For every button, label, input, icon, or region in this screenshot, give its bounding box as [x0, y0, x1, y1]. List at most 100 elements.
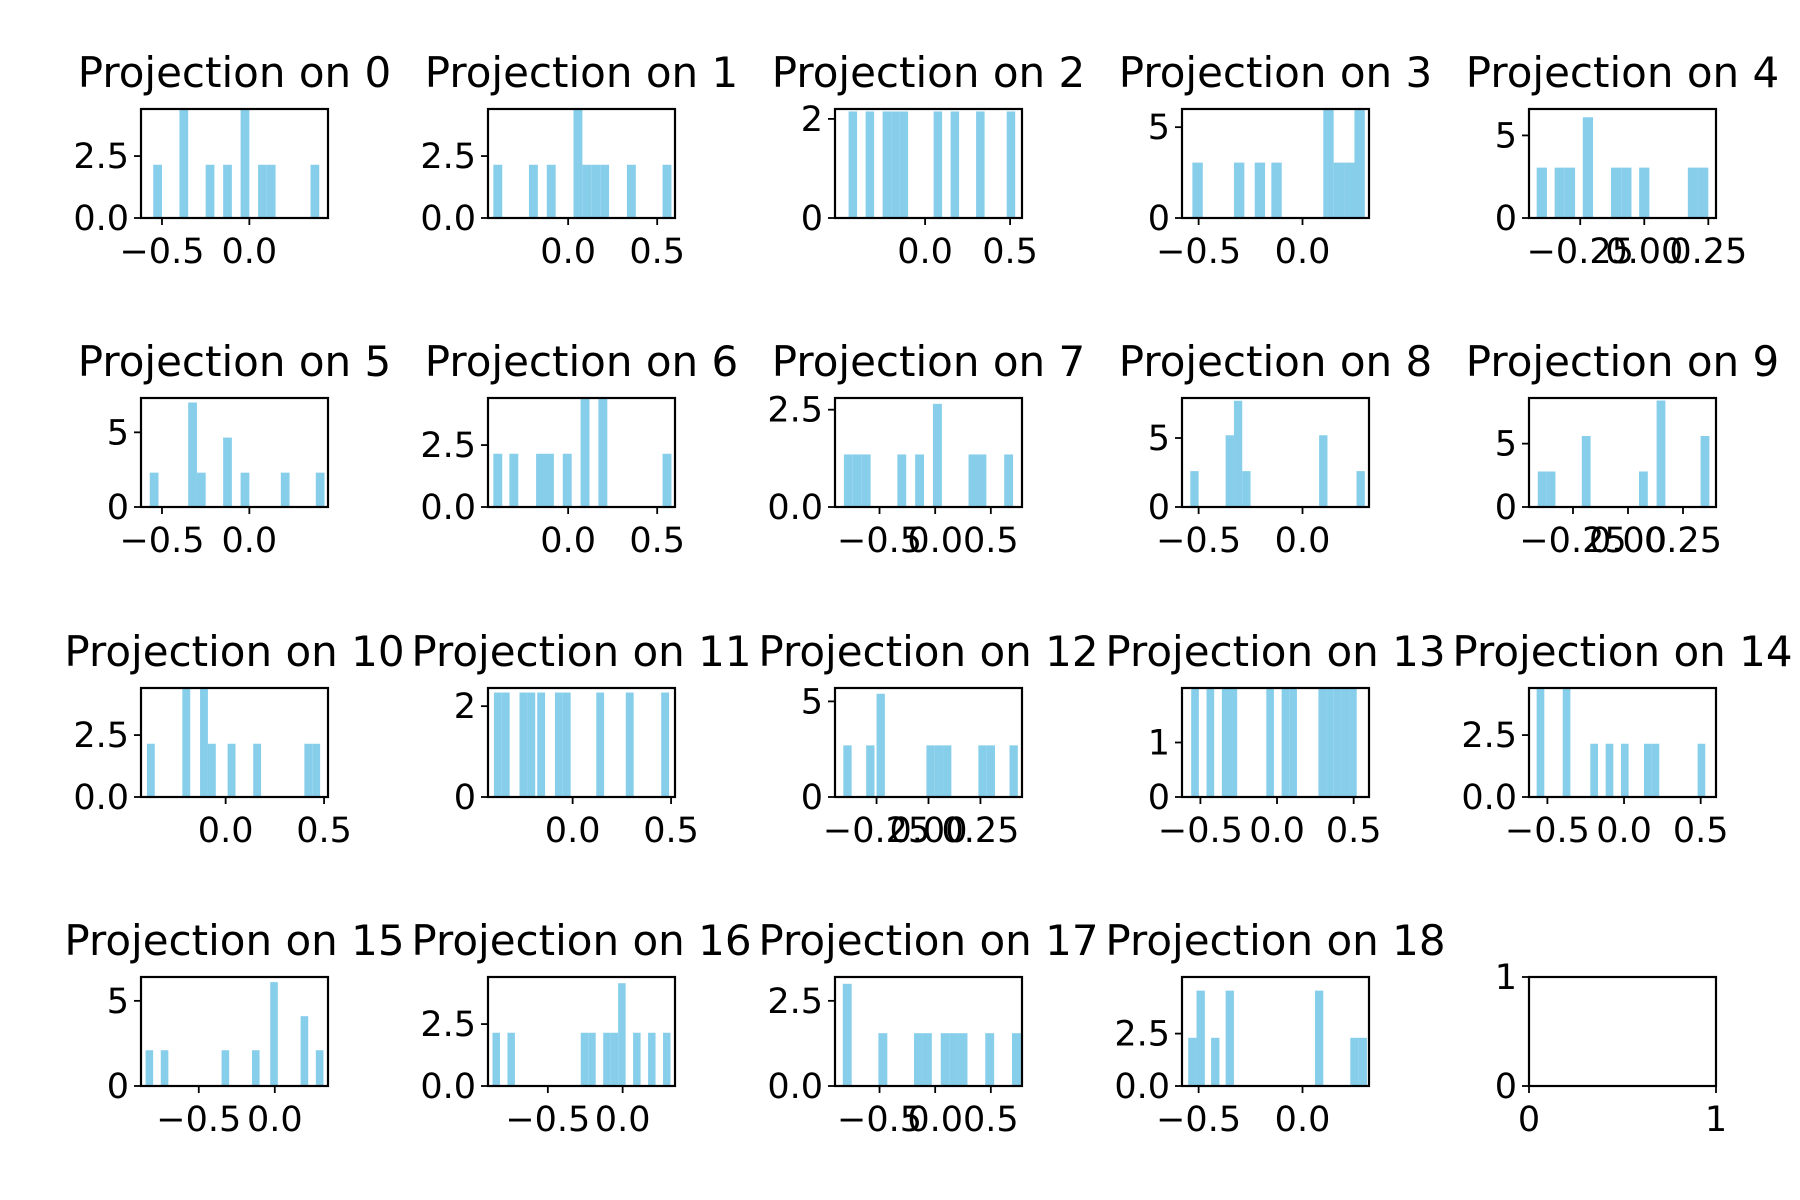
- histogram-bar: [663, 1032, 671, 1086]
- histogram-bar: [977, 454, 987, 507]
- subplot-title: Projection on 4: [1466, 48, 1779, 97]
- histogram-bar: [1358, 1037, 1367, 1086]
- histogram-bar: [537, 692, 546, 797]
- y-tick-label: 0: [1495, 488, 1517, 528]
- histogram-bar: [223, 164, 232, 218]
- histogram-bar: [943, 745, 952, 797]
- histogram-bar: [1610, 167, 1622, 218]
- histogram-bar: [182, 688, 191, 797]
- x-tick-label: 0.0: [907, 521, 963, 561]
- histogram-bar: [196, 472, 206, 507]
- subplot-14: −0.5 0.0 0.5 0.0 2.5 Projection on 14: [1452, 627, 1792, 851]
- histogram-bar: [493, 164, 503, 218]
- axes-frame: [486, 107, 677, 220]
- histogram-bar: [1344, 162, 1355, 218]
- histogram-bar: [1281, 688, 1290, 797]
- histogram-bar: [188, 402, 197, 507]
- y-tick-label: 5: [1495, 425, 1517, 465]
- histogram-bar: [1318, 688, 1327, 797]
- histogram-bar: [509, 453, 519, 507]
- histogram-bar: [1011, 1033, 1021, 1086]
- histogram-bar: [493, 692, 502, 797]
- subplot-title: Projection on 12: [758, 627, 1098, 676]
- y-tick-label: 2: [801, 100, 823, 140]
- histogram-bar: [932, 403, 942, 507]
- subplot-title: Projection on 10: [64, 627, 404, 676]
- y-tick-label: 5: [1148, 419, 1170, 459]
- histogram-bar: [1581, 436, 1591, 507]
- histogram-bar: [626, 164, 636, 218]
- histogram-bar: [1639, 471, 1648, 507]
- histogram-bar: [598, 398, 608, 507]
- histogram-bar: [625, 692, 634, 797]
- histogram-bar: [1211, 1037, 1220, 1086]
- x-tick-label: 0.5: [629, 232, 685, 272]
- subplot-19: 0 1 0 1: [1495, 958, 1727, 1140]
- histogram-bar: [968, 454, 978, 507]
- y-tick-label: 0: [801, 199, 823, 239]
- histogram-bar: [160, 1050, 169, 1086]
- histogram-bar: [1656, 400, 1666, 507]
- subplot-title: Projection on 9: [1466, 337, 1779, 386]
- histogram-bar: [934, 745, 944, 797]
- histogram-bar: [1206, 688, 1215, 797]
- x-tick-label: 0.5: [643, 811, 699, 851]
- subplot-9: −0.250.000.25 0 5 Projection on 9: [1466, 337, 1779, 561]
- histogram-bar: [223, 437, 232, 507]
- subplot-15: −0.5 0.0 0 5 Projection on 15: [64, 916, 404, 1140]
- subplot-6: 0.0 0.5 0.0 2.5 Projection on 6: [420, 337, 738, 561]
- subplot-title: Projection on 18: [1105, 916, 1445, 965]
- histogram-bar: [1349, 688, 1357, 797]
- x-tick-label: −0.5: [1156, 521, 1241, 561]
- histogram-bar: [940, 1033, 950, 1086]
- histogram-bar: [596, 692, 605, 797]
- histogram-bar: [1562, 688, 1571, 797]
- histogram-bar: [865, 111, 875, 218]
- y-tick-label: 0.0: [420, 199, 476, 239]
- histogram-bar: [1221, 688, 1230, 797]
- histogram-bar: [251, 1050, 260, 1086]
- histogram-bar: [1564, 167, 1576, 218]
- histogram-bar: [861, 454, 871, 507]
- y-tick-label: 2.5: [767, 982, 823, 1022]
- histogram-bar: [603, 1032, 611, 1086]
- x-tick-label: −0.5: [1156, 1100, 1241, 1140]
- histogram-bar: [1537, 471, 1547, 507]
- axes-frame: [1527, 975, 1718, 1088]
- histogram-bar: [179, 109, 189, 218]
- histogram-bar: [1004, 454, 1014, 507]
- axes-frame: [486, 396, 677, 509]
- x-tick-label: 0.5: [1326, 811, 1382, 851]
- histogram-bar: [1590, 743, 1598, 797]
- axes-frame: [1180, 107, 1371, 220]
- y-tick-label: 5: [801, 682, 823, 722]
- x-tick-label: 1: [1705, 1100, 1727, 1140]
- x-tick-label: 0.5: [982, 232, 1038, 272]
- x-tick-label: 0.5: [963, 521, 1019, 561]
- x-tick-label: −0.25: [1527, 232, 1634, 272]
- y-tick-label: 0: [1148, 199, 1170, 239]
- histogram-bar: [1289, 688, 1297, 797]
- axes-frame: [833, 975, 1024, 1088]
- histogram-bar: [1271, 162, 1282, 218]
- histogram-bar: [662, 164, 672, 218]
- histogram-bar: [1333, 688, 1342, 797]
- subplot-title: Projection on 7: [772, 337, 1085, 386]
- histogram-bar: [1190, 471, 1199, 507]
- y-tick-label: 5: [107, 413, 129, 453]
- x-tick-label: 0: [1518, 1100, 1540, 1140]
- histogram-bar: [648, 1032, 656, 1086]
- x-tick-label: 0.0: [247, 1100, 303, 1140]
- histogram-bar: [1009, 745, 1018, 797]
- histogram-bar: [501, 692, 510, 797]
- histogram-bar: [1651, 743, 1660, 797]
- x-tick-label: −0.5: [837, 521, 922, 561]
- histogram-bar: [588, 1032, 596, 1086]
- axes-frame: [139, 107, 330, 220]
- x-tick-label: 0.0: [1596, 811, 1652, 851]
- y-tick-label: 0: [1148, 488, 1170, 528]
- histogram-bar: [221, 1050, 230, 1086]
- subplot-title: Projection on 16: [411, 916, 751, 965]
